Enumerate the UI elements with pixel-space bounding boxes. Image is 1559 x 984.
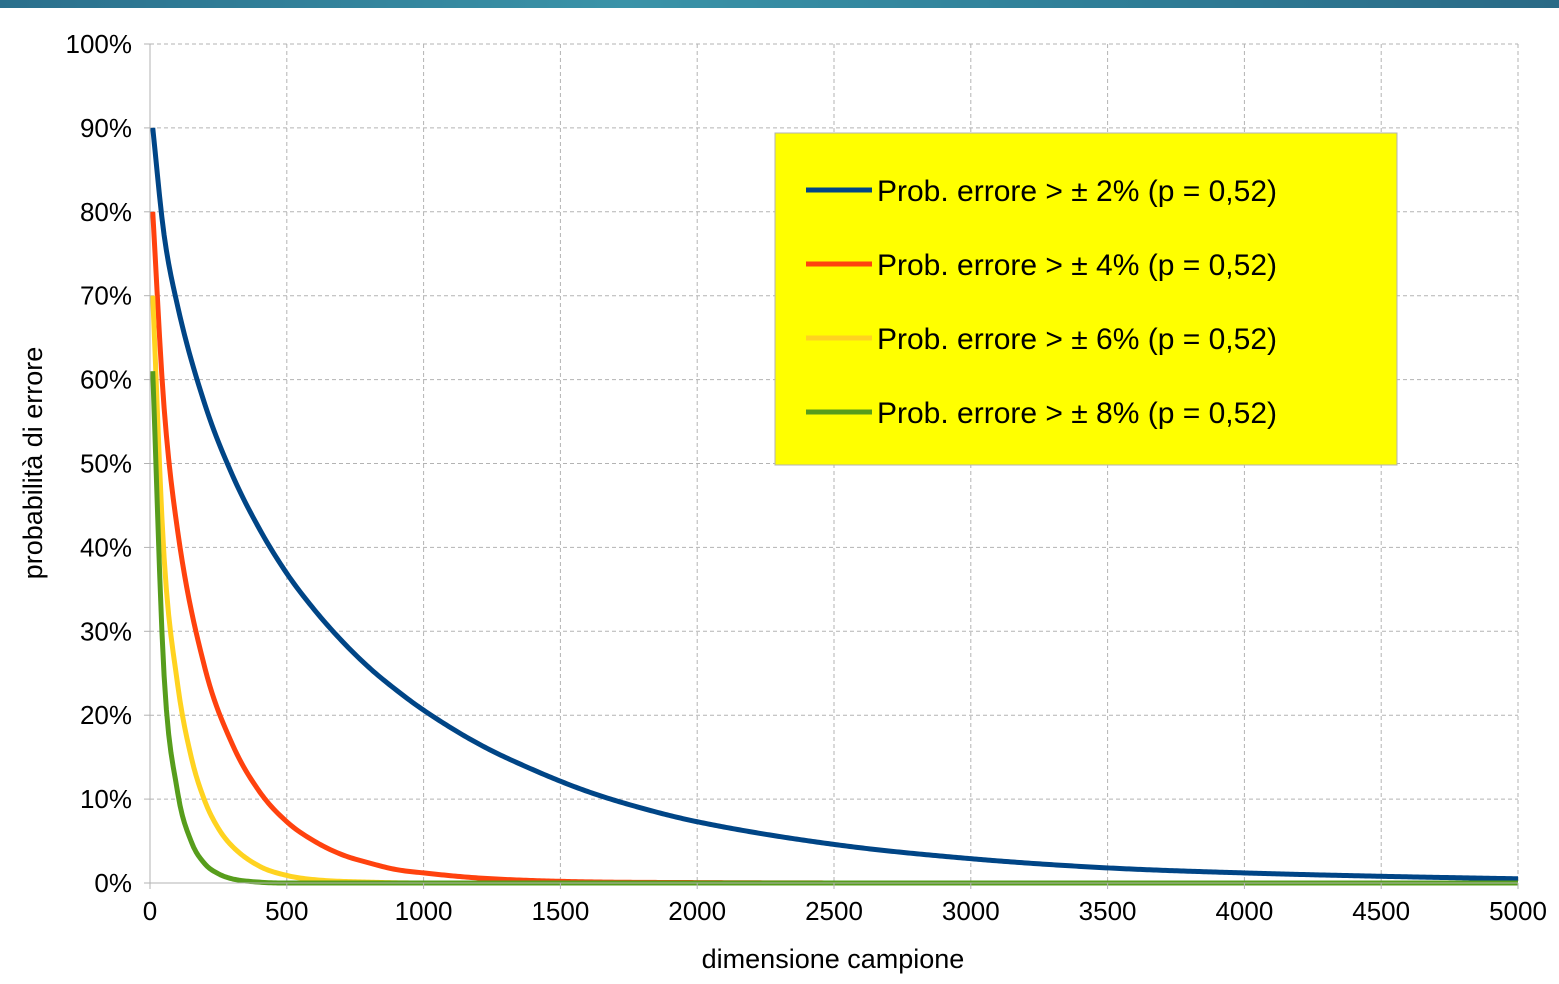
x-tick-label: 3000 (942, 896, 1000, 926)
x-tick-label: 4500 (1352, 896, 1410, 926)
y-tick-label: 10% (80, 784, 132, 814)
x-tick-label: 1500 (531, 896, 589, 926)
y-tick-label: 20% (80, 700, 132, 730)
y-tick-label: 0% (94, 868, 132, 898)
x-tick-label: 3500 (1079, 896, 1137, 926)
legend-label-4: Prob. errore > ± 8% (p = 0,52) (877, 397, 1277, 430)
legend-label-2: Prob. errore > ± 4% (p = 0,52) (877, 249, 1277, 282)
y-tick-label: 80% (80, 197, 132, 227)
x-tick-label: 2500 (805, 896, 863, 926)
x-tick-label: 500 (265, 896, 308, 926)
y-tick-label: 100% (66, 29, 133, 59)
y-axis-title: probabilità di errore (18, 347, 48, 580)
legend-items: Prob. errore > ± 2% (p = 0,52) Prob. erro… (806, 175, 1277, 430)
y-tick-label: 60% (80, 365, 132, 395)
series-line-1 (150, 127, 1519, 882)
x-tick-label: 2000 (668, 896, 726, 926)
axis-layer: 0 500 1000 1500 2000 2500 3000 3500 4000 4500 5000… (66, 29, 1547, 926)
y-tick-label: 70% (80, 281, 132, 311)
y-tick-label: 50% (80, 449, 132, 479)
x-axis-title: dimensione campione (702, 944, 965, 974)
legend-box (774, 132, 1398, 466)
y-tick-label: 30% (80, 616, 132, 646)
x-tick-label: 5000 (1489, 896, 1547, 926)
window-top-strip (0, 0, 1559, 8)
x-tick-label: 0 (143, 896, 157, 926)
x-tick-label: 1000 (395, 896, 453, 926)
x-tick-label: 4000 (1215, 896, 1273, 926)
y-tick-label: 40% (80, 532, 132, 562)
legend: Prob. errore > ± 2% (p = 0,52) Prob. erro… (774, 132, 1398, 466)
legend-label-1: Prob. errore > ± 2% (p = 0,52) (877, 175, 1277, 208)
y-tick-label: 90% (80, 113, 132, 143)
legend-label-3: Prob. errore > ± 6% (p = 0,52) (877, 323, 1277, 356)
